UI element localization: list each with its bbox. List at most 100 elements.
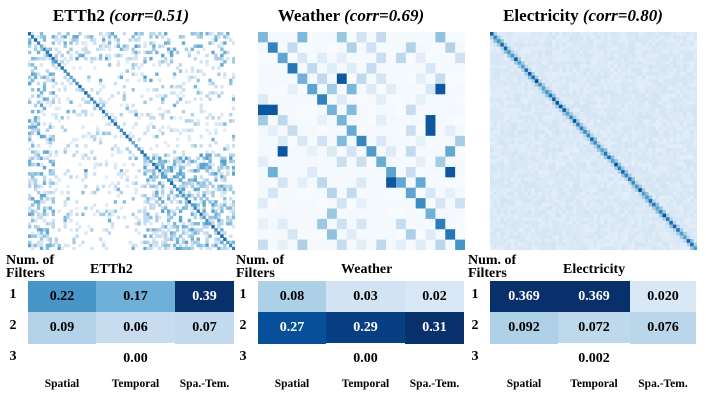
heatmap-cell: [569, 130, 574, 135]
heatmap-cell: [317, 115, 328, 126]
heatmap-cell: [690, 104, 694, 109]
heatmap-cell: [152, 153, 156, 157]
heatmap-cell: [199, 215, 203, 220]
heatmap-cell: [562, 93, 567, 98]
heatmap-cell: [125, 69, 129, 73]
heatmap-cell: [152, 162, 156, 167]
heatmap-cell: [631, 90, 636, 95]
heatmap-cell: [638, 57, 643, 62]
heatmap-cell: [579, 104, 584, 109]
heatmap-cell: [66, 116, 70, 120]
heatmap-cell: [645, 151, 650, 156]
heatmap-cell: [541, 173, 546, 178]
heatmap-cell: [104, 100, 109, 105]
heatmap-cell: [131, 47, 135, 52]
heatmap-cell: [579, 166, 584, 171]
heatmap-cell: [514, 202, 518, 207]
heatmap-cell: [593, 57, 598, 62]
heatmap-cell: [669, 202, 674, 207]
heatmap-cell: [175, 66, 180, 70]
heatmap-cell: [493, 71, 498, 76]
heatmap-cell: [683, 101, 688, 106]
heatmap-cell: [211, 215, 215, 220]
heatmap-cell: [545, 64, 550, 69]
heatmap-cell: [672, 159, 677, 164]
heatmap-cell: [490, 188, 494, 193]
heatmap-cell: [621, 144, 625, 149]
heatmap-cell: [624, 57, 629, 62]
heatmap-cell: [672, 93, 677, 98]
heatmap-cell: [672, 137, 677, 142]
heatmap-cell: [425, 187, 436, 199]
heatmap-cell: [628, 53, 632, 58]
heatmap-cell: [376, 177, 387, 189]
heatmap-cell: [672, 53, 677, 58]
heatmap-cell: [503, 46, 508, 51]
heatmap-cell: [534, 101, 539, 106]
heatmap-cell: [569, 86, 574, 91]
heatmap-cell: [514, 155, 518, 160]
heatmap-cell: [175, 50, 180, 55]
heatmap-cell: [51, 200, 56, 204]
heatmap-cell: [545, 166, 550, 171]
heatmap-cell: [617, 202, 622, 207]
heatmap-cell: [143, 159, 147, 164]
heatmap-cell: [63, 84, 67, 89]
heatmap-cell: [33, 162, 38, 167]
heatmap-cell: [521, 32, 525, 37]
heatmap-cell: [500, 141, 505, 146]
heatmap-cell: [346, 32, 357, 43]
heatmap-cell: [652, 46, 656, 51]
heatmap-cell: [524, 111, 529, 116]
heatmap-cell: [583, 202, 587, 207]
heatmap-cell: [672, 35, 677, 40]
heatmap-cell: [621, 195, 625, 200]
heatmap-cell: [527, 119, 532, 124]
heatmap-cell: [638, 53, 643, 58]
heatmap-cell: [683, 86, 688, 91]
heatmap-cell: [562, 86, 567, 91]
heatmap-cell: [690, 122, 694, 127]
heatmap-cell: [196, 181, 200, 185]
heatmap-cell: [576, 210, 581, 215]
heatmap-cell: [161, 60, 165, 64]
heatmap-cell: [607, 32, 612, 37]
heatmap-cell: [569, 115, 574, 120]
heatmap-cell: [669, 195, 674, 200]
heatmap-cell: [66, 215, 70, 220]
heatmap-cell: [652, 177, 656, 182]
heatmap-cell: [143, 60, 147, 64]
heatmap-cell: [624, 180, 629, 185]
heatmap-cell: [164, 109, 168, 114]
heatmap-cell: [655, 195, 660, 200]
heatmap-cell: [517, 170, 522, 175]
heatmap-cell: [158, 234, 162, 238]
heatmap-cell: [297, 198, 308, 209]
heatmap-cell: [576, 166, 581, 171]
heatmap-cell: [607, 119, 612, 124]
heatmap-cell: [490, 32, 494, 37]
heatmap-cell: [559, 50, 563, 55]
heatmap-cell: [161, 44, 165, 48]
heatmap-cell: [42, 106, 47, 111]
heatmap-cell: [621, 155, 625, 160]
heatmap-cell: [548, 64, 553, 69]
heatmap-cell: [659, 61, 663, 66]
heatmap-cell: [641, 97, 646, 102]
heatmap-cell: [386, 73, 397, 85]
heatmap-cell: [90, 228, 94, 232]
heatmap-cell: [336, 42, 348, 54]
heatmap-cell: [199, 69, 203, 73]
heatmap-cell: [107, 218, 112, 223]
heatmap-cell: [113, 184, 118, 189]
heatmap-cell: [572, 90, 577, 95]
heatmap-cell: [169, 60, 174, 64]
heatmap-cell: [317, 135, 328, 147]
heatmap-cell: [376, 104, 387, 116]
heatmap-cell: [336, 218, 348, 230]
heatmap-cell: [205, 190, 209, 195]
heatmap-cell: [524, 93, 529, 98]
heatmap-cell: [600, 86, 605, 91]
heatmap-cell: [42, 165, 47, 170]
heatmap-cell: [641, 148, 646, 153]
